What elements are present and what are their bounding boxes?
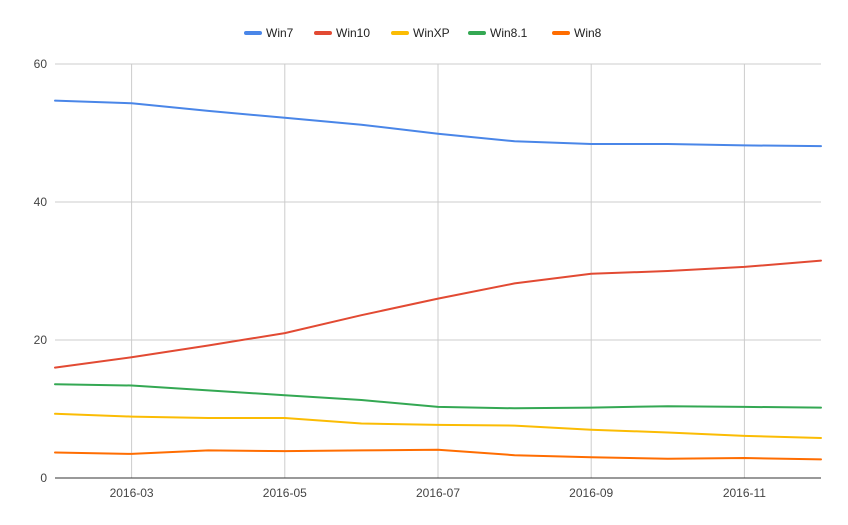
- series-line-win10: [54, 259, 822, 369]
- series-line-winxp: [54, 412, 822, 439]
- legend-label: WinXP: [413, 26, 450, 40]
- legend-label: Win8: [574, 26, 602, 40]
- x-tick-label: 2016-03: [110, 486, 154, 500]
- series-lines: [54, 99, 822, 461]
- y-tick-label: 20: [34, 333, 48, 347]
- legend-label: Win7: [266, 26, 294, 40]
- y-tick-label: 40: [34, 195, 48, 209]
- series-line-win8: [54, 448, 822, 461]
- legend-item-winxp: WinXP: [391, 26, 450, 40]
- legend-item-win7: Win7: [244, 26, 294, 40]
- x-tick-label: 2016-05: [263, 486, 307, 500]
- axes: 0 20 40 60 2016-03 2016-05 2016-07 2016-09 2016-…: [34, 57, 821, 500]
- legend-item-win8: Win8: [552, 26, 602, 40]
- x-tick-label: 2016-07: [416, 486, 460, 500]
- legend-item-win8-1: Win8.1: [468, 26, 528, 40]
- y-tick-label: 60: [34, 57, 48, 71]
- gridlines: [55, 63, 821, 478]
- y-tick-label: 0: [40, 471, 47, 485]
- legend-label: Win8.1: [490, 26, 528, 40]
- legend: Win7 Win10 WinXP Win8.1 Win8: [244, 26, 602, 40]
- series-line-win7: [54, 99, 822, 148]
- legend-label: Win10: [336, 26, 370, 40]
- series-line-win8-1: [54, 383, 822, 410]
- legend-item-win10: Win10: [314, 26, 370, 40]
- x-tick-label: 2016-11: [723, 486, 766, 500]
- x-tick-label: 2016-09: [569, 486, 613, 500]
